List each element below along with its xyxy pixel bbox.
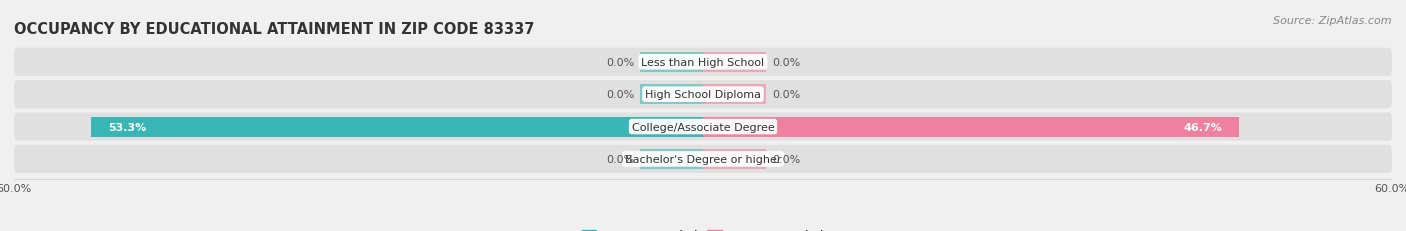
Text: 53.3%: 53.3% (108, 122, 146, 132)
Text: High School Diploma: High School Diploma (645, 90, 761, 100)
Text: 0.0%: 0.0% (772, 154, 800, 164)
Bar (91, 117, 703, 137)
Text: 0.0%: 0.0% (606, 154, 634, 164)
Text: 0.0%: 0.0% (606, 90, 634, 100)
Text: 0.0%: 0.0% (772, 90, 800, 100)
Text: 0.0%: 0.0% (606, 58, 634, 67)
FancyBboxPatch shape (14, 81, 1392, 109)
Bar (640, 85, 703, 105)
FancyBboxPatch shape (14, 113, 1392, 141)
Bar (640, 149, 703, 169)
Text: OCCUPANCY BY EDUCATIONAL ATTAINMENT IN ZIP CODE 83337: OCCUPANCY BY EDUCATIONAL ATTAINMENT IN Z… (14, 22, 534, 37)
Bar (703, 149, 766, 169)
Text: College/Associate Degree: College/Associate Degree (631, 122, 775, 132)
FancyBboxPatch shape (14, 145, 1392, 173)
Text: 0.0%: 0.0% (772, 58, 800, 67)
Text: Less than High School: Less than High School (641, 58, 765, 67)
Text: 46.7%: 46.7% (1182, 122, 1222, 132)
Bar (640, 52, 703, 73)
Bar (703, 85, 766, 105)
Legend: Owner-occupied, Renter-occupied: Owner-occupied, Renter-occupied (578, 224, 828, 231)
Text: Source: ZipAtlas.com: Source: ZipAtlas.com (1274, 16, 1392, 26)
Text: Bachelor's Degree or higher: Bachelor's Degree or higher (624, 154, 782, 164)
Bar (703, 117, 1239, 137)
Bar (703, 52, 766, 73)
FancyBboxPatch shape (14, 49, 1392, 76)
